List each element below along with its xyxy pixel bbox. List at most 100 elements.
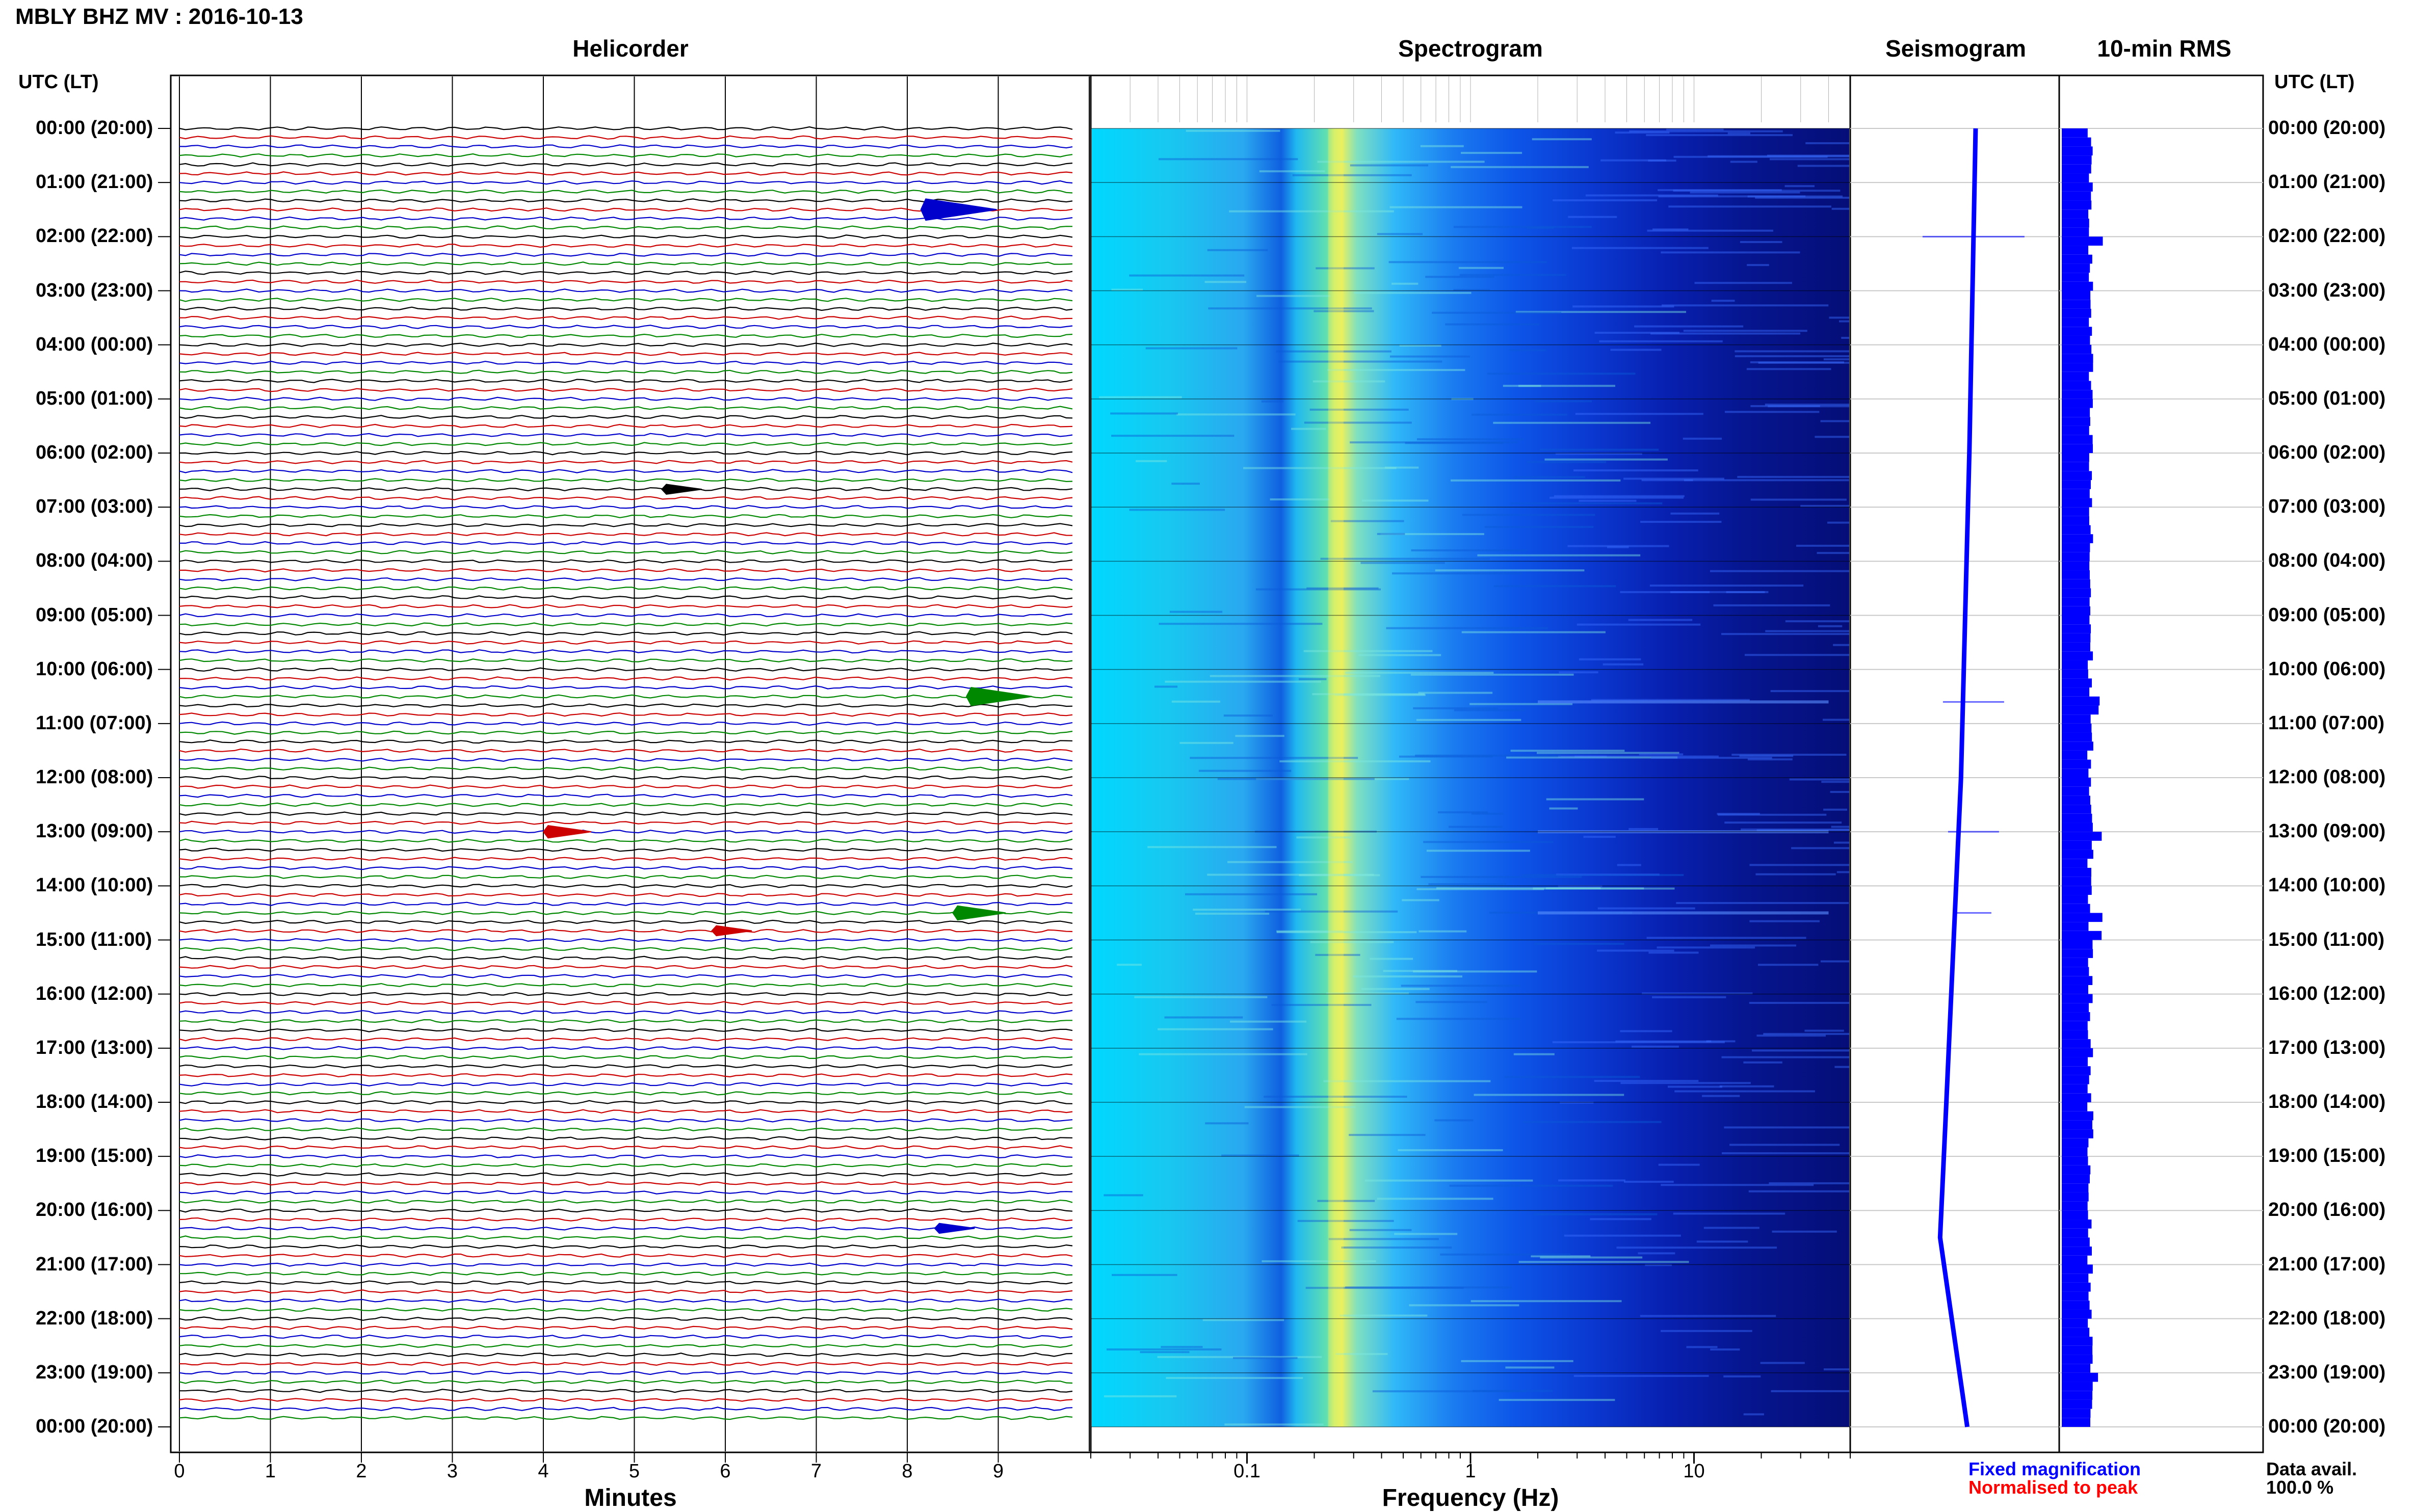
spectrogram-noise-strip (1724, 821, 1842, 824)
spectrogram-noise-strip (1591, 699, 1750, 701)
right-time-label: 21:00 (17:00) (2268, 1253, 2386, 1275)
rms-bar (2062, 1274, 2089, 1283)
spectrogram-noise-strip (1230, 1020, 1307, 1023)
helicorder-trace (179, 1019, 1072, 1023)
helicorder-trace (179, 1136, 1073, 1141)
spectrogram-noise-strip (1642, 992, 1753, 995)
spectrogram-noise-strip (1686, 1346, 1718, 1348)
spectrogram-noise-strip (1416, 719, 1521, 721)
spectrogram-noise-strip (1145, 347, 1238, 350)
spectrogram-noise-strip (1185, 893, 1318, 895)
helicorder-trace (179, 1100, 1073, 1105)
spectrogram-noise-strip (1597, 907, 1695, 910)
spectrogram-noise-strip (1276, 350, 1391, 353)
spectrogram-noise-strip (1317, 1200, 1375, 1202)
spectrogram-noise-strip (1721, 633, 1849, 635)
spectrogram-noise-strip (1354, 291, 1472, 294)
rms-bar (2062, 308, 2091, 318)
helicorder-tick-label: 8 (902, 1461, 913, 1482)
helicorder-trace (179, 856, 1073, 861)
spectrogram-noise-strip (1765, 630, 1849, 632)
spectrogram-noise-strip (1827, 521, 1849, 524)
spectrogram-noise-strip (1459, 274, 1566, 276)
helicorder-trace (179, 1163, 1073, 1168)
spectrogram-noise-strip (1713, 604, 1830, 606)
helicorder-trace (179, 793, 1073, 798)
helicorder-trace (179, 667, 1073, 672)
spectrogram-noise-strip (1161, 1346, 1203, 1348)
rms-frame (2058, 74, 2264, 1453)
spectrogram-noise-strip (1112, 1274, 1177, 1276)
helicorder-trace (179, 352, 1073, 356)
rms-bar (2062, 967, 2089, 976)
rms-bar (2062, 1075, 2089, 1084)
spectrogram-noise-strip (1462, 514, 1595, 516)
helicorder-trace (179, 568, 1073, 573)
spectrogram-noise-strip (1539, 448, 1659, 451)
spectrogram-noise-strip (1721, 1056, 1849, 1058)
spectrogram-noise-strip (1474, 1094, 1624, 1096)
spectrogram-noise-strip (1727, 132, 1751, 135)
spectrogram-noise-strip (1717, 813, 1760, 815)
spectrogram-noise-strip (1487, 373, 1636, 375)
helicorder-trace (179, 144, 1073, 149)
spectrogram-noise-strip (1326, 992, 1409, 995)
spectrogram-noise-strip (1724, 1126, 1849, 1129)
spectrogram-noise-strip (1703, 1227, 1760, 1229)
spectrogram-noise-strip (1445, 323, 1540, 326)
helicorder-event-marker (920, 198, 997, 221)
helicorder-trace (179, 649, 1073, 654)
spectrogram-noise-strip (1171, 483, 1200, 485)
rms-bar (2062, 958, 2088, 967)
right-time-label: 15:00 (11:00) (2268, 929, 2385, 950)
spectrogram-noise-strip (1572, 305, 1674, 308)
spectrogram-noise-strip (1304, 421, 1412, 424)
rms-bar (2062, 1382, 2093, 1391)
spectrogram-noise-strip (1600, 159, 1666, 162)
rms-bar (2062, 615, 2090, 625)
spectrogram-noise-strip (1791, 847, 1849, 850)
helicorder-trace (179, 306, 1073, 311)
rms-bar (2062, 300, 2091, 309)
spectrogram-noise-strip (1278, 360, 1442, 363)
helicorder-trace (179, 1289, 1073, 1294)
helicorder-trace (179, 1217, 1073, 1222)
spectrogram-noise-strip (1232, 1357, 1298, 1359)
left-time-label: 13:00 (09:00) (36, 820, 153, 842)
helicorder-event-marker (711, 925, 752, 937)
helicorder-trace (179, 433, 1073, 437)
spectrogram-noise-strip (1666, 128, 1724, 131)
spectrogram-noise-strip (1420, 145, 1464, 147)
spectrogram-noise-strip (1526, 227, 1554, 229)
rms-bar (2062, 1012, 2090, 1021)
helicorder-trace (179, 847, 1073, 852)
helicorder-trace (179, 469, 1073, 473)
spectrogram-noise-strip (1503, 385, 1615, 387)
spectrogram-noise-strip (1299, 874, 1380, 877)
spectrogram-noise-strip (1536, 752, 1679, 754)
spectrogram-noise-strip (1755, 873, 1836, 876)
spectrogram-noise-strip (1726, 591, 1765, 593)
spectrogram-noise-strip (1833, 644, 1849, 646)
helicorder-trace (179, 559, 1073, 564)
left-time-label: 22:00 (18:00) (36, 1307, 153, 1329)
spectrogram-noise-strip (1718, 813, 1827, 816)
spectrogram-noise-strip (1652, 996, 1726, 998)
rms-bar (2062, 660, 2088, 670)
spectrogram-noise-strip (1771, 1390, 1849, 1392)
helicorder-trace (179, 1055, 1073, 1059)
right-time-label: 10:00 (06:00) (2268, 658, 2386, 680)
left-time-label: 21:00 (17:00) (36, 1253, 153, 1275)
helicorder-trace (179, 460, 1073, 464)
helicorder-trace (179, 1118, 1073, 1123)
spectrogram-noise-strip (1349, 1134, 1426, 1136)
spectrogram-noise-strip (1436, 887, 1601, 889)
spectrogram-noise-strip (1256, 778, 1409, 780)
spectrogram-noise-strip (1647, 229, 1773, 232)
spectrogram-noise-strip (1760, 1362, 1805, 1364)
rms-bar (2062, 444, 2093, 453)
rms-bar (2062, 904, 2090, 913)
spectrogram-noise-strip (1402, 899, 1439, 901)
spectrogram-noise-strip (1513, 476, 1586, 479)
spectrogram-noise-strip (1755, 197, 1849, 199)
